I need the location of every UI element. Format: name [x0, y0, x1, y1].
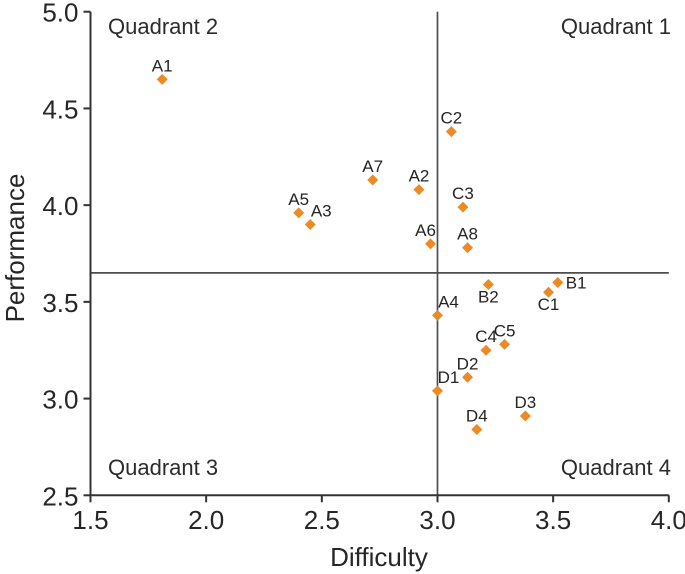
y-tick-label: 4.5: [42, 94, 78, 124]
point-c2-label: C2: [440, 109, 462, 128]
point-d4-marker: [471, 424, 483, 436]
point-a2-marker: [413, 184, 425, 196]
point-d3-label: D3: [515, 393, 537, 412]
x-axis-title: Difficulty: [330, 542, 428, 572]
y-tick-label: 4.0: [42, 191, 78, 221]
point-c2-marker: [445, 126, 457, 138]
point-d1-label: D1: [438, 368, 460, 387]
y-axis-title: Performance: [0, 174, 30, 323]
point-c3-marker: [457, 201, 469, 213]
point-d2-marker: [462, 371, 474, 383]
y-tick-label: 3.0: [42, 385, 78, 415]
chart-generated-layer: 1.5 2.0 2.5 3.0 3.5 4.0 2.5 3.0 3.5 4.0 4.5 5.0 A1 A2…: [42, 0, 685, 535]
point-a3-label: A3: [311, 201, 332, 220]
point-b2-label: B2: [478, 287, 499, 306]
point-d3-marker: [519, 410, 531, 422]
x-tick-label: 1.5: [72, 505, 108, 535]
quadrant-2-label: Quadrant 2: [108, 14, 218, 39]
point-d1-marker: [431, 385, 443, 397]
point-d4-label: D4: [466, 407, 488, 426]
x-tick-label: 3.0: [419, 505, 455, 535]
point-c4-marker: [480, 344, 492, 356]
point-b1-marker: [552, 277, 564, 289]
point-b1-label: B1: [566, 274, 587, 293]
point-a5-marker: [293, 207, 305, 219]
quadrant-3-label: Quadrant 3: [108, 455, 218, 480]
y-tick-label: 3.5: [42, 288, 78, 318]
point-a5-label: A5: [288, 190, 309, 209]
x-tick-label: 3.5: [535, 505, 571, 535]
point-a3-marker: [304, 218, 316, 230]
point-a2-label: A2: [409, 167, 430, 186]
quadrant-4-label: Quadrant 4: [561, 455, 671, 480]
point-a4-label: A4: [438, 292, 459, 311]
point-a7-marker: [367, 174, 379, 186]
point-c3-label: C3: [452, 184, 474, 203]
point-a4-marker: [431, 309, 443, 321]
point-a6-label: A6: [415, 221, 436, 240]
point-c5-marker: [499, 338, 511, 350]
point-a1-label: A1: [152, 56, 173, 75]
point-a8-marker: [462, 242, 474, 254]
point-c5-label: C5: [494, 321, 516, 340]
point-c4-label: C4: [475, 327, 497, 346]
point-d2-label: D2: [457, 354, 479, 373]
x-tick-label: 2.0: [188, 505, 224, 535]
point-a8-label: A8: [457, 225, 478, 244]
point-a1-marker: [156, 73, 168, 85]
point-a7-label: A7: [362, 157, 383, 176]
y-tick-label: 2.5: [42, 481, 78, 511]
quadrant-1-label: Quadrant 1: [561, 14, 671, 39]
point-c1-label: C1: [538, 295, 560, 314]
x-tick-label: 2.5: [304, 505, 340, 535]
y-tick-label: 5.0: [42, 0, 78, 28]
point-a6-marker: [425, 238, 437, 250]
x-tick-label: 4.0: [651, 505, 685, 535]
point-b2-marker: [482, 278, 494, 290]
point-c1-marker: [543, 286, 555, 298]
